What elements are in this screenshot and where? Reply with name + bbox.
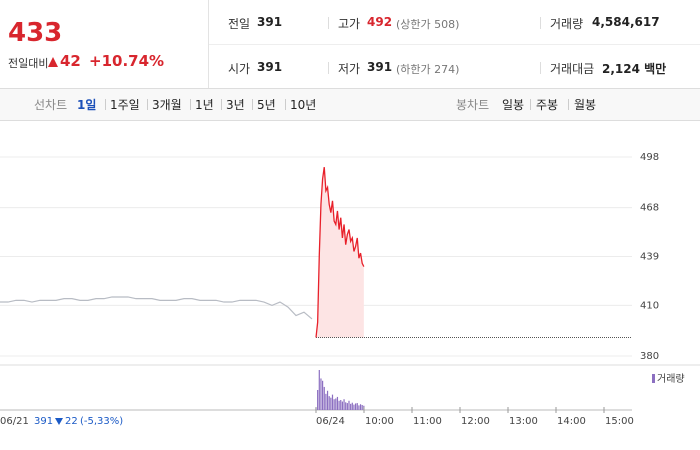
volume-bar (322, 380, 324, 410)
separator (105, 99, 106, 110)
stat-value: 492 (367, 15, 393, 29)
divider (208, 0, 209, 88)
stat-note: (상한가 508) (396, 18, 460, 31)
x-tick-label: 12:00 (461, 416, 490, 427)
volume-bar (328, 396, 330, 410)
volume-bar (326, 390, 329, 410)
x-tick-label: 11:00 (413, 416, 442, 427)
change-label: 전일대비 (8, 57, 49, 70)
volume-bar (338, 400, 340, 410)
x-tick-label: 13:00 (509, 416, 538, 427)
volume-bar (341, 401, 343, 410)
tab[interactable]: 월봉 (574, 98, 597, 112)
stat-value: 4,584,617 (592, 15, 660, 29)
tab[interactable]: 1주일 (110, 98, 140, 112)
volume-bar (348, 400, 350, 410)
volume-bar (353, 404, 355, 410)
y-tick-label: 380 (640, 351, 659, 362)
volume-bar (343, 399, 345, 410)
x-tick-label: 14:00 (557, 416, 586, 427)
stat-label: 저가 (338, 62, 361, 76)
change-rate: +10.74% (89, 52, 165, 70)
tab-bar (0, 88, 700, 121)
area-fill (316, 167, 364, 338)
divider (540, 17, 541, 29)
tab[interactable]: 3개월 (152, 98, 182, 112)
volume-bar (335, 398, 337, 410)
volume-bar (358, 405, 360, 410)
stat-value: 391 (257, 60, 283, 74)
x-tick-label: 06/21 (0, 416, 29, 427)
y-tick-label: 439 (640, 252, 659, 263)
stat-value: 391 (257, 15, 283, 29)
stat-value: 391 (367, 60, 393, 74)
volume-bar (318, 370, 320, 410)
tab[interactable]: 일봉 (502, 98, 525, 112)
separator (285, 99, 286, 110)
tab[interactable]: 1년 (195, 98, 214, 112)
stat-label: 거래량 (550, 17, 584, 31)
separator (530, 99, 531, 110)
volume-bar (336, 396, 339, 410)
separator (252, 99, 253, 110)
volume-bar (317, 390, 319, 410)
chart: 498 468 439 410 380 거래량 06/21 06/24 10:00 11:00 12… (0, 152, 700, 427)
tab[interactable]: 3년 (226, 98, 245, 112)
volume-bar (346, 403, 348, 410)
prev-line (0, 296, 313, 320)
tab-label: 선차트 (34, 98, 68, 112)
tab[interactable]: 10년 (290, 98, 317, 112)
tab[interactable]: 주봉 (536, 98, 559, 112)
volume-bar (330, 397, 332, 410)
prev-change: 22 (65, 416, 78, 427)
tab-label: 봉차트 (456, 98, 490, 112)
stat-label: 거래대금 (550, 62, 595, 76)
up-arrow (48, 57, 58, 67)
separator (568, 99, 569, 110)
volume-bar (351, 402, 353, 410)
prev-rate: (-5,33%) (80, 416, 123, 427)
volume-bar (340, 400, 342, 410)
divider (540, 62, 541, 74)
tab[interactable]: 5년 (257, 98, 276, 112)
volume-bar (333, 399, 335, 410)
volume-bar (355, 403, 357, 410)
price: 433 (8, 18, 63, 48)
x-tick-label: 15:00 (605, 416, 634, 427)
legend-label: 거래량 (657, 373, 685, 385)
down-arrow (55, 418, 63, 425)
divider (209, 44, 700, 45)
volume-bar (331, 394, 334, 410)
x-tick-label: 06/24 (316, 416, 345, 427)
stat-value: 2,124 백만 (602, 62, 667, 76)
volume-bar (345, 402, 347, 410)
volume-bar (356, 403, 358, 410)
separator (147, 99, 148, 110)
volume-bar (325, 393, 327, 410)
prev-close: 391 (34, 416, 53, 427)
y-tick-label: 468 (640, 203, 659, 214)
volume-bar (350, 403, 352, 410)
volume-bar (323, 386, 325, 410)
divider (328, 62, 329, 74)
y-tick-label: 410 (640, 300, 659, 311)
stat-label: 시가 (228, 62, 251, 76)
stat-label: 전일 (228, 17, 251, 31)
stat-label: 고가 (338, 17, 361, 31)
price-line (315, 167, 365, 338)
x-tick-label: 10:00 (365, 416, 394, 427)
divider (328, 17, 329, 29)
tab[interactable]: 1일 (77, 98, 97, 112)
stat-note: (하한가 274) (396, 63, 460, 76)
legend-swatch (652, 374, 655, 383)
change: 42 (60, 52, 81, 70)
separator (190, 99, 191, 110)
separator (221, 99, 222, 110)
y-tick-label: 498 (640, 152, 659, 163)
volume-bar (361, 405, 363, 410)
volume-bar (359, 404, 362, 410)
volume-bar (320, 378, 322, 410)
